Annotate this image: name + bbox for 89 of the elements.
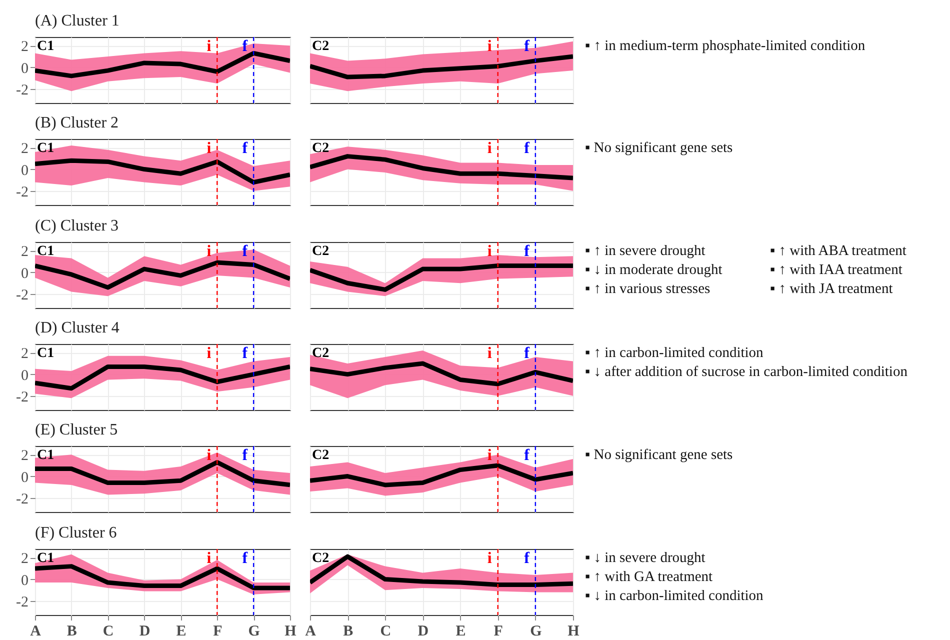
text: (E) Cluster 5 bbox=[35, 422, 118, 439]
y-tick-label: -2 bbox=[16, 287, 28, 304]
chart-title: C1 bbox=[37, 550, 54, 566]
chart-title: C1 bbox=[37, 448, 54, 464]
ref-line-label: i bbox=[487, 140, 492, 158]
ref-line-label: i bbox=[487, 38, 492, 55]
x-tick-label: E bbox=[176, 623, 186, 639]
text: ▪ ↑ in various stresses bbox=[585, 280, 711, 297]
text: ▪ ↑ with JA treatment bbox=[770, 280, 893, 297]
ref-line-label: f bbox=[242, 550, 248, 566]
x-tick-label: C bbox=[102, 623, 114, 639]
x-tick-label: A bbox=[30, 623, 42, 639]
text: ▪ ↑ in carbon-limited condition bbox=[585, 344, 764, 361]
ref-line-label: i bbox=[206, 344, 212, 362]
text: (B) Cluster 2 bbox=[35, 114, 119, 132]
y-tick-label: 0 bbox=[21, 368, 28, 384]
ref-line-label: f bbox=[242, 242, 248, 260]
chart-title: C2 bbox=[312, 141, 330, 156]
ref-line-label: i bbox=[487, 242, 492, 260]
text: ▪ No significant gene sets bbox=[585, 447, 734, 464]
chart-title: C1 bbox=[37, 141, 54, 156]
ref-line-label: i bbox=[487, 550, 492, 566]
chart-title: C2 bbox=[312, 550, 330, 566]
text: ▪ ↓ in carbon-limited condition bbox=[585, 588, 764, 604]
ref-line-label: i bbox=[206, 38, 212, 55]
x-tick-label: F bbox=[494, 623, 503, 639]
ref-line-label: f bbox=[242, 344, 248, 362]
y-tick-label: 2 bbox=[21, 39, 28, 56]
text: ▪ No significant gene sets bbox=[585, 140, 734, 156]
ref-line-label: f bbox=[524, 344, 530, 362]
chart-title: C2 bbox=[312, 39, 330, 54]
text: ▪ ↑ in severe drought bbox=[585, 242, 706, 259]
x-tick-label: F bbox=[213, 623, 222, 639]
ref-line-label: f bbox=[242, 140, 248, 158]
x-tick-label: H bbox=[284, 623, 297, 639]
y-tick-label: 0 bbox=[21, 163, 28, 180]
x-tick-label: B bbox=[66, 623, 77, 639]
ref-line-label: f bbox=[524, 140, 530, 158]
chart-title: C2 bbox=[312, 448, 330, 464]
y-tick-label: -2 bbox=[16, 82, 28, 98]
y-tick-label: 2 bbox=[21, 448, 28, 464]
ref-line-label: i bbox=[206, 242, 212, 260]
y-tick-label: 2 bbox=[21, 550, 28, 567]
chart-title: C1 bbox=[37, 346, 54, 361]
x-tick-label: C bbox=[380, 623, 392, 639]
text: (F) Cluster 6 bbox=[35, 524, 117, 541]
x-tick-label: E bbox=[456, 623, 466, 639]
ref-line-label: i bbox=[206, 140, 212, 158]
y-tick-label: -2 bbox=[16, 594, 28, 610]
text: ▪ ↑ with GA treatment bbox=[585, 568, 713, 584]
ref-line-label: i bbox=[487, 447, 492, 464]
chart-title: C1 bbox=[37, 244, 54, 259]
ref-line-label: f bbox=[524, 38, 530, 55]
text: ▪ ↑ with IAA treatment bbox=[770, 262, 902, 278]
y-tick-label: 2 bbox=[21, 141, 28, 158]
y-tick-label: 0 bbox=[21, 60, 28, 77]
ref-line-label: f bbox=[524, 242, 530, 260]
text: (A) Cluster 1 bbox=[35, 12, 120, 30]
x-tick-label: H bbox=[568, 623, 580, 639]
y-tick-label: -2 bbox=[16, 184, 28, 201]
y-tick-label: 0 bbox=[21, 572, 28, 588]
text: ▪ ↓ in moderate drought bbox=[585, 262, 722, 278]
text: ▪ ↑ in medium-term phosphate-limited condition bbox=[585, 38, 866, 54]
text: ▪ ↑ with ABA treatment bbox=[770, 242, 906, 259]
x-tick-label: B bbox=[343, 623, 354, 639]
x-tick-label: D bbox=[139, 623, 150, 639]
ref-line-label: f bbox=[242, 447, 248, 464]
y-tick-label: 0 bbox=[21, 470, 28, 486]
y-tick-label: 0 bbox=[21, 265, 28, 282]
chart-title: C2 bbox=[312, 244, 330, 259]
x-tick-label: G bbox=[530, 623, 542, 639]
text: ▪ ↓ in severe drought bbox=[585, 550, 706, 566]
ref-line-label: f bbox=[524, 447, 530, 464]
ref-line-label: f bbox=[242, 38, 248, 55]
ref-line-label: i bbox=[487, 344, 492, 362]
y-tick-label: -2 bbox=[16, 389, 28, 406]
text: (D) Cluster 4 bbox=[35, 319, 120, 336]
x-tick-label: D bbox=[418, 623, 429, 639]
y-tick-label: 2 bbox=[21, 346, 28, 362]
x-tick-label: A bbox=[305, 623, 316, 639]
text: (C) Cluster 3 bbox=[35, 216, 119, 234]
text: ▪ ↓ after addition of sucrose in carbon-limited condition bbox=[585, 364, 908, 380]
y-tick-label: 2 bbox=[21, 244, 28, 260]
ref-line-label: f bbox=[524, 550, 530, 566]
ref-line-label: i bbox=[206, 550, 212, 566]
chart-title: C2 bbox=[312, 346, 330, 361]
chart-title: C1 bbox=[37, 39, 54, 54]
x-tick-label: G bbox=[248, 623, 260, 639]
y-tick-label: -2 bbox=[16, 492, 28, 508]
